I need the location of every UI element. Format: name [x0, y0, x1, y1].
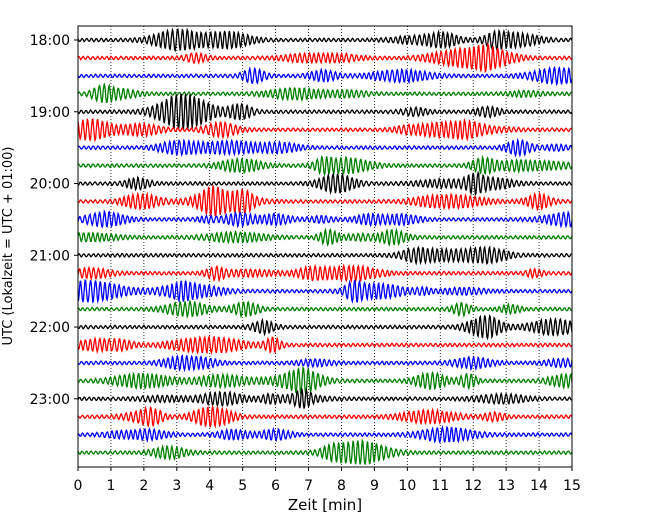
trace-line	[77, 365, 573, 395]
trace-line	[77, 424, 573, 444]
trace-line	[77, 278, 573, 304]
x-tick-label: 10	[398, 478, 416, 494]
x-tick-label: 8	[337, 478, 346, 494]
x-tick-label: 2	[139, 478, 148, 494]
x-axis-ticks: 0 1 2 3 4 5 6 7 8 9 10 11 12 13 14 15	[74, 467, 581, 494]
x-tick-label: 7	[304, 478, 313, 494]
trace-line	[77, 354, 573, 373]
y-axis-label: UTC (Lokalzeit = UTC + 01:00)	[1, 147, 16, 346]
trace-line	[77, 93, 573, 131]
plot-frame	[77, 25, 573, 468]
trace-line	[77, 117, 573, 143]
trace-line	[77, 263, 573, 283]
x-tick-label: 13	[497, 478, 515, 494]
trace-line	[77, 154, 573, 178]
trace-line	[77, 313, 573, 341]
trace-line	[77, 245, 573, 266]
x-tick-label: 3	[172, 478, 181, 494]
trace-line	[77, 185, 573, 219]
x-tick-label: 9	[370, 478, 379, 494]
x-axis-label: Zeit [min]	[288, 496, 362, 514]
trace-line	[77, 82, 573, 104]
trace-line	[77, 137, 573, 158]
x-tick-label: 6	[271, 478, 280, 494]
trace-line	[77, 387, 573, 409]
x-tick-label: 4	[205, 478, 214, 494]
trace-line	[77, 438, 573, 465]
y-axis-ticks: 18:00 19:00 20:00 21:00 22:00 23:00	[30, 33, 78, 408]
y-tick-label: 21:00	[30, 248, 70, 264]
x-tick-label: 5	[238, 478, 247, 494]
y-tick-label: 22:00	[30, 320, 70, 336]
trace-line	[77, 227, 573, 248]
trace-line	[77, 42, 573, 74]
trace-line	[77, 65, 573, 87]
y-tick-label: 19:00	[30, 105, 70, 121]
x-tick-label: 12	[464, 478, 482, 494]
trace-line	[77, 170, 573, 197]
trace-line	[77, 209, 573, 229]
x-tick-label: 14	[530, 478, 548, 494]
trace-line	[77, 404, 573, 429]
y-tick-label: 20:00	[30, 177, 70, 193]
y-tick-label: 23:00	[30, 392, 70, 408]
x-tick-label: 1	[106, 478, 115, 494]
trace-line	[77, 299, 573, 319]
x-tick-label: 15	[563, 478, 581, 494]
x-tick-label: 11	[431, 478, 449, 494]
seismogram-traces	[77, 27, 573, 465]
x-tick-label: 0	[74, 478, 83, 494]
trace-line	[77, 334, 573, 356]
trace-line	[77, 27, 573, 53]
y-tick-label: 18:00	[30, 33, 70, 49]
